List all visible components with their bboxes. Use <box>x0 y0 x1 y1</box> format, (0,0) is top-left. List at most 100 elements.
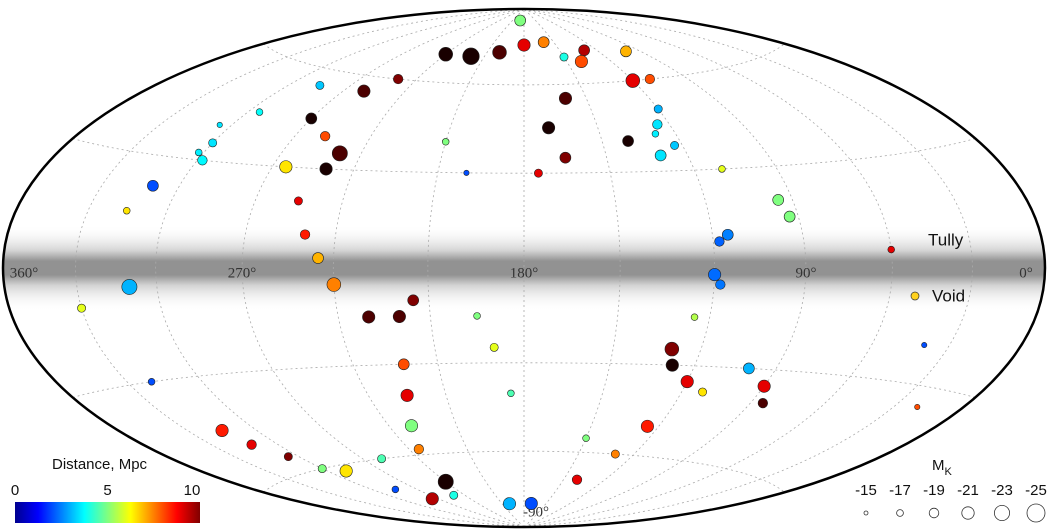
galaxy-point <box>439 47 453 61</box>
size-legend-circle <box>962 507 974 519</box>
colorbar-tick-label: 0 <box>11 482 19 499</box>
galaxy-point <box>474 313 481 320</box>
galaxy-point <box>247 440 257 450</box>
galaxy-point <box>122 279 137 294</box>
galaxy-point <box>398 359 409 370</box>
galaxy-point <box>320 131 330 141</box>
page: 360°270°180°90°0°-90° Tully Void Distanc… <box>0 0 1048 529</box>
galaxy-point <box>743 363 754 374</box>
galaxy-point <box>652 130 659 137</box>
x-tick-label: 180° <box>510 265 539 281</box>
galaxy-point <box>320 163 332 175</box>
size-legend-circle <box>1027 504 1045 522</box>
galaxy-point <box>888 246 895 253</box>
annotation: Void <box>932 286 965 305</box>
galaxy-point <box>284 453 292 461</box>
galaxy-point <box>655 150 666 161</box>
galaxy-point <box>654 105 662 113</box>
galaxy-point <box>666 359 678 371</box>
galaxy-point <box>525 497 537 509</box>
colorbar-tick-label: 10 <box>184 482 201 499</box>
sky-map: 360°270°180°90°0°-90° Tully Void Distanc… <box>0 0 1048 529</box>
galaxy-point <box>542 122 554 134</box>
galaxy-point <box>318 465 326 473</box>
size-legend-circle <box>929 508 939 518</box>
galaxy-point <box>773 194 784 205</box>
galaxy-point <box>217 122 222 127</box>
galaxy-point <box>715 237 725 247</box>
galaxy-point <box>378 455 386 463</box>
galaxy-point <box>408 295 419 306</box>
galaxy-point <box>493 45 507 59</box>
size-legend-label: -23 <box>991 482 1013 499</box>
size-legend-title: MK <box>932 457 953 478</box>
galaxy-point <box>572 475 582 485</box>
galaxy-point <box>722 229 733 240</box>
size-legend: MK -15-17-19-21-23-25 <box>855 457 1047 522</box>
galaxy-point <box>358 85 370 97</box>
galaxy-point <box>681 375 693 387</box>
galaxy-point <box>77 304 85 312</box>
galaxy-point <box>300 230 310 240</box>
galaxy-point <box>719 166 726 173</box>
galaxy-point <box>327 278 341 292</box>
galaxy-point <box>698 388 706 396</box>
size-legend-circle <box>994 505 1009 520</box>
galaxy-point <box>758 398 768 408</box>
galaxy-point <box>340 465 352 477</box>
galaxy-point <box>515 15 526 26</box>
galaxy-point <box>209 139 217 147</box>
galaxy-point <box>195 149 202 156</box>
size-legend-title-sub: K <box>945 466 953 478</box>
galaxy-point <box>518 39 530 51</box>
x-tick-label: 0° <box>1019 265 1033 281</box>
galaxy-point <box>463 48 480 65</box>
galaxy-point <box>147 180 158 191</box>
size-legend-label: -15 <box>855 482 877 499</box>
galaxy-point <box>538 37 549 48</box>
galaxy-point <box>623 136 634 147</box>
galaxy-point <box>716 280 726 290</box>
galaxy-point <box>534 169 542 177</box>
galaxy-point <box>464 170 469 175</box>
x-tick-label: 90° <box>795 265 816 281</box>
galaxy-point <box>579 45 590 56</box>
galaxy-point <box>306 113 317 124</box>
galaxy-point <box>280 161 292 173</box>
galaxy-point <box>560 53 568 61</box>
galaxy-point <box>401 389 413 401</box>
galaxy-point <box>123 207 130 214</box>
galaxy-point <box>503 498 515 510</box>
galaxy-point <box>198 156 208 166</box>
galaxy-point <box>393 310 405 322</box>
galaxy-point <box>560 152 571 163</box>
galaxy-point <box>294 197 302 205</box>
galaxy-point <box>405 420 417 432</box>
galaxy-point <box>362 311 374 323</box>
void-marker <box>911 292 919 300</box>
galaxy-point <box>313 253 324 264</box>
galaxy-point <box>507 390 514 397</box>
colorbar-tick-label: 5 <box>103 482 111 499</box>
galaxy-point <box>216 424 228 436</box>
galaxy-point <box>392 486 399 493</box>
galaxy-point <box>490 343 498 351</box>
x-tick-label: 360° <box>10 265 39 281</box>
galaxy-point <box>332 146 347 161</box>
size-legend-circle <box>897 510 904 517</box>
galaxy-point <box>256 109 263 116</box>
galaxy-point <box>583 435 590 442</box>
galaxy-point <box>915 404 920 409</box>
galaxy-point <box>559 92 571 104</box>
galaxy-point <box>670 141 678 149</box>
size-legend-label: -19 <box>923 482 945 499</box>
x-tick-label: 270° <box>228 265 257 281</box>
annotation: Tully <box>928 230 964 249</box>
size-legend-label: -17 <box>889 482 911 499</box>
size-legend-circle <box>864 511 868 515</box>
galaxy-point <box>641 420 653 432</box>
size-legend-label: -21 <box>957 482 979 499</box>
galaxy-point <box>414 444 424 454</box>
galaxy-point <box>575 55 587 67</box>
